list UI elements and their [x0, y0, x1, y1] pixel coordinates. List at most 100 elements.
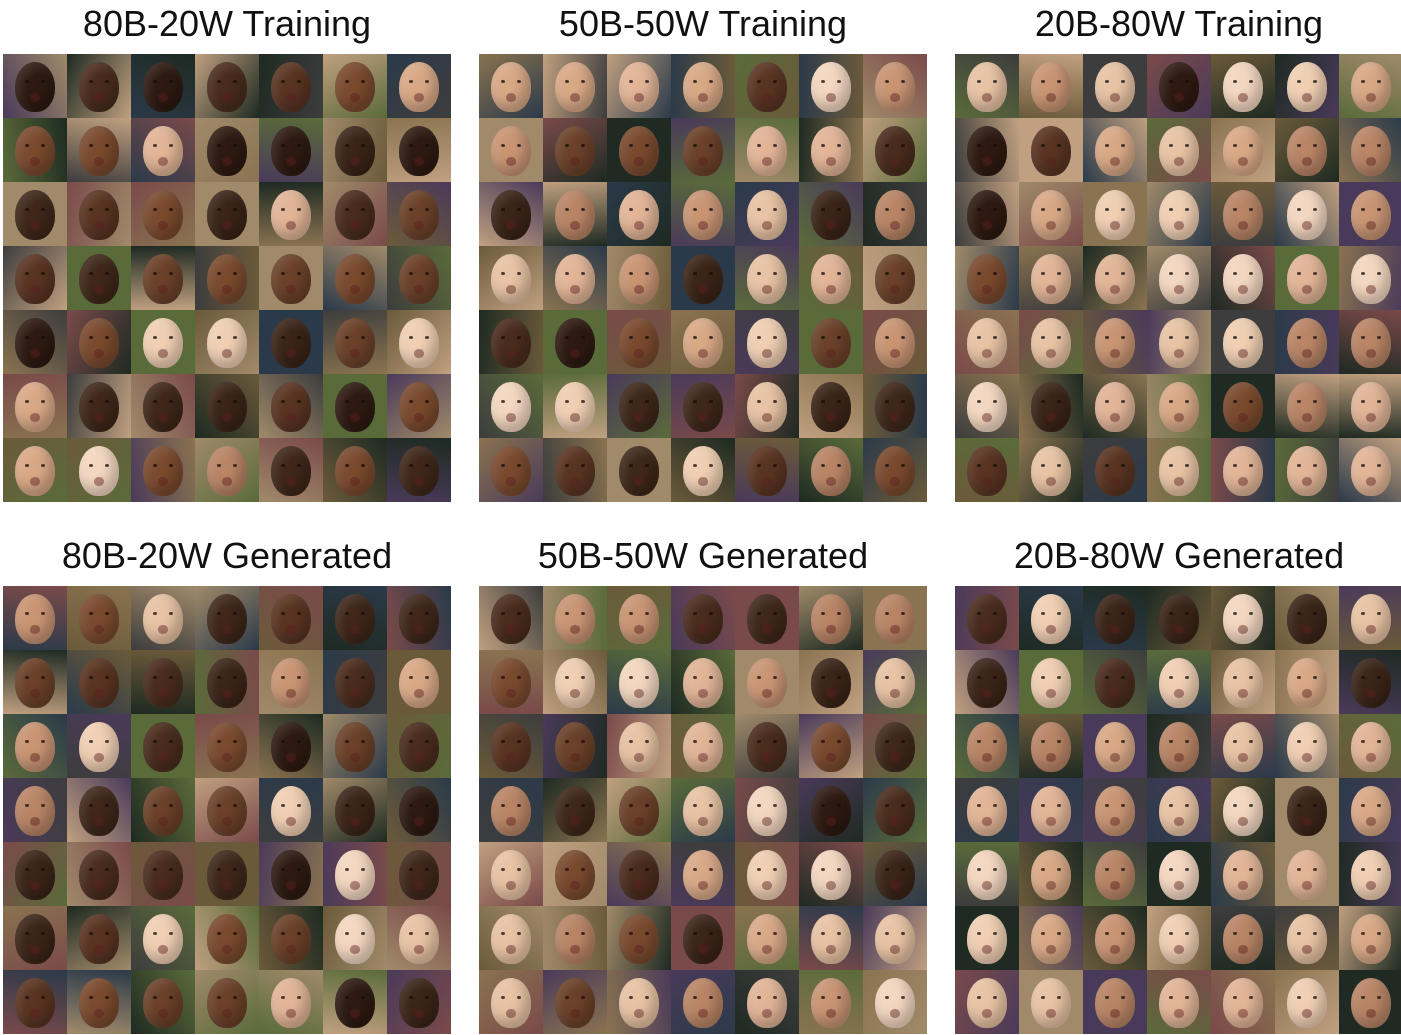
face-image — [1339, 54, 1401, 118]
face-image — [799, 906, 863, 970]
face-image — [863, 906, 927, 970]
face-image — [671, 182, 735, 246]
face-image — [1019, 310, 1083, 374]
face-image — [543, 970, 607, 1034]
face-image — [195, 374, 259, 438]
face-image — [1019, 118, 1083, 182]
face-image — [1083, 906, 1147, 970]
face-image — [799, 374, 863, 438]
face-image — [799, 842, 863, 906]
face-image — [479, 310, 543, 374]
face-image — [1083, 310, 1147, 374]
face-image — [735, 438, 799, 502]
face-image — [799, 778, 863, 842]
face-image — [671, 906, 735, 970]
face-image — [1211, 842, 1275, 906]
face-image — [131, 374, 195, 438]
face-image — [1147, 118, 1211, 182]
face-image — [863, 118, 927, 182]
face-image — [3, 374, 67, 438]
face-image — [259, 182, 323, 246]
face-image — [323, 778, 387, 842]
face-image — [479, 118, 543, 182]
face-image — [1083, 970, 1147, 1034]
face-image — [863, 438, 927, 502]
face-image — [259, 970, 323, 1034]
face-image — [1019, 246, 1083, 310]
face-image — [1019, 842, 1083, 906]
face-image — [863, 842, 927, 906]
face-image — [955, 54, 1019, 118]
face-image — [1083, 374, 1147, 438]
panel-title: 50B-50W Training — [558, 3, 848, 44]
face-image — [479, 246, 543, 310]
face-image — [387, 778, 451, 842]
face-image — [607, 246, 671, 310]
face-image — [3, 586, 67, 650]
face-image — [1339, 970, 1401, 1034]
face-image — [955, 970, 1019, 1034]
face-image — [67, 118, 131, 182]
face-image — [195, 54, 259, 118]
face-image — [735, 970, 799, 1034]
face-image — [479, 374, 543, 438]
face-image — [323, 842, 387, 906]
face-image — [259, 310, 323, 374]
face-image — [1147, 438, 1211, 502]
face-grid — [3, 586, 451, 1034]
face-image — [735, 842, 799, 906]
face-image — [195, 118, 259, 182]
face-image — [323, 970, 387, 1034]
face-image — [799, 586, 863, 650]
face-image — [3, 310, 67, 374]
face-image — [67, 970, 131, 1034]
face-image — [387, 650, 451, 714]
face-image — [607, 54, 671, 118]
face-image — [1147, 778, 1211, 842]
face-image — [1211, 54, 1275, 118]
panel-title: 20B-80W Generated — [1013, 535, 1345, 576]
face-image — [607, 182, 671, 246]
face-image — [543, 438, 607, 502]
face-image — [607, 438, 671, 502]
face-image — [671, 54, 735, 118]
face-image — [259, 374, 323, 438]
face-image — [1019, 374, 1083, 438]
face-image — [479, 714, 543, 778]
face-image — [863, 374, 927, 438]
face-image — [1339, 586, 1401, 650]
face-image — [323, 438, 387, 502]
face-image — [543, 714, 607, 778]
face-image — [195, 906, 259, 970]
face-image — [607, 118, 671, 182]
face-image — [955, 906, 1019, 970]
face-image — [955, 310, 1019, 374]
face-image — [195, 970, 259, 1034]
face-image — [607, 374, 671, 438]
face-image — [735, 118, 799, 182]
face-image — [799, 54, 863, 118]
face-image — [1275, 246, 1339, 310]
face-image — [735, 650, 799, 714]
face-image — [955, 246, 1019, 310]
face-image — [543, 54, 607, 118]
face-image — [67, 438, 131, 502]
face-image — [195, 310, 259, 374]
face-image — [67, 778, 131, 842]
face-image — [607, 650, 671, 714]
face-image — [259, 586, 323, 650]
face-image — [3, 970, 67, 1034]
face-image — [131, 438, 195, 502]
face-image — [1339, 842, 1401, 906]
face-image — [607, 906, 671, 970]
face-image — [1019, 586, 1083, 650]
face-image — [259, 650, 323, 714]
face-image — [387, 246, 451, 310]
face-image — [735, 906, 799, 970]
face-image — [671, 842, 735, 906]
face-image — [3, 714, 67, 778]
face-grid — [479, 586, 927, 1034]
face-image — [1019, 970, 1083, 1034]
face-grid — [955, 586, 1401, 1034]
face-image — [131, 54, 195, 118]
